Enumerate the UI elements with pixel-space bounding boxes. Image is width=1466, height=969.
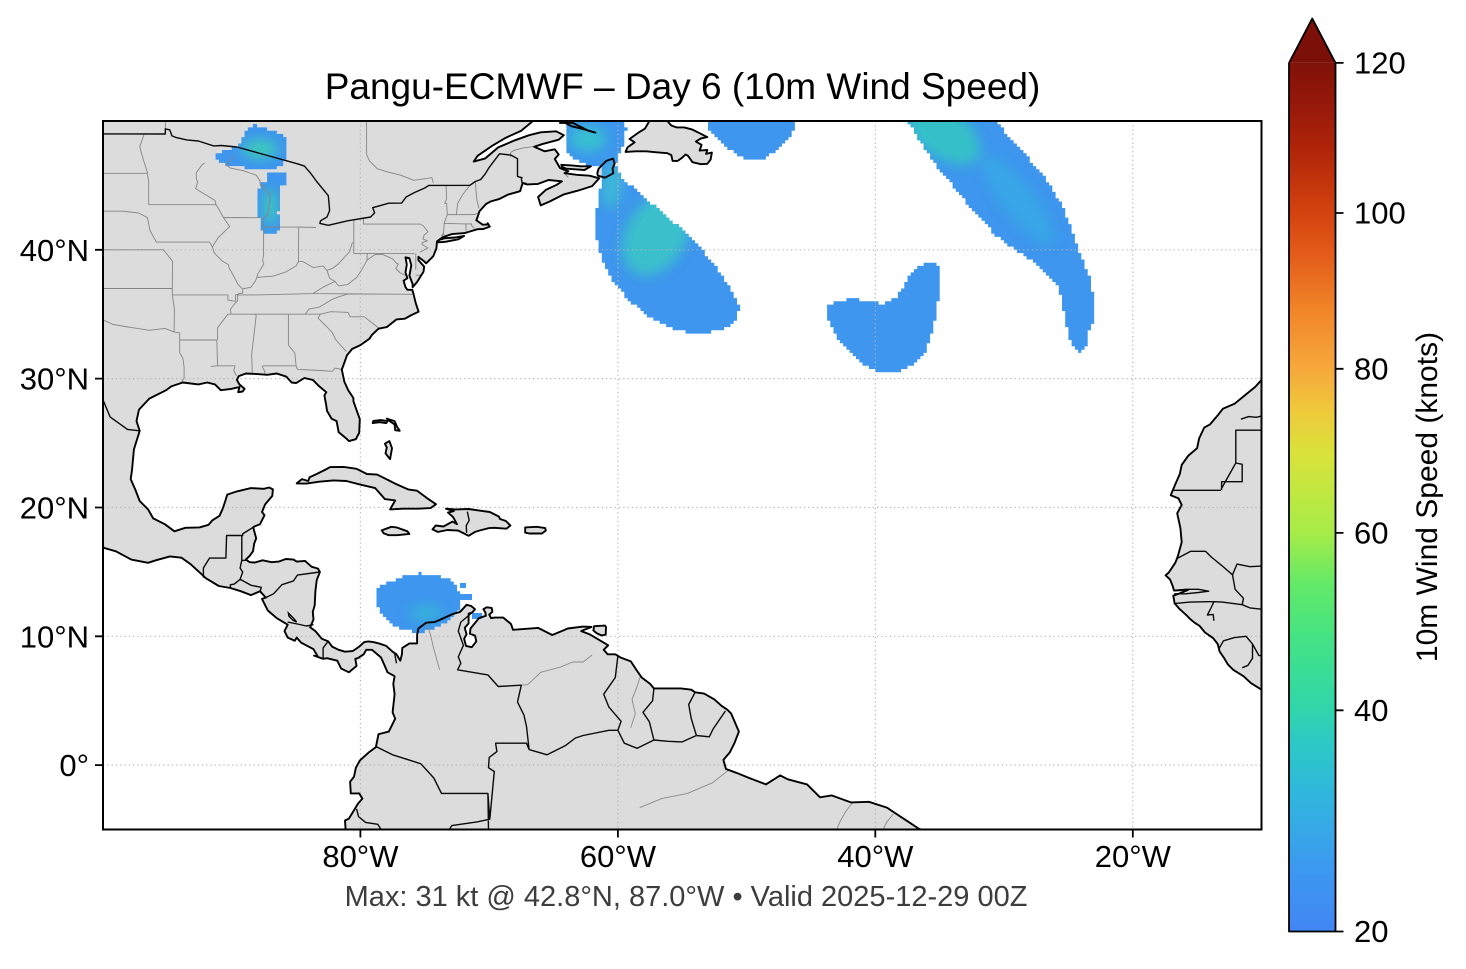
svg-text:20°W: 20°W: [1095, 839, 1172, 874]
svg-text:120: 120: [1354, 45, 1406, 80]
svg-text:30°N: 30°N: [20, 362, 89, 397]
svg-text:80: 80: [1354, 351, 1388, 386]
svg-text:20: 20: [1354, 914, 1388, 949]
svg-text:60°W: 60°W: [580, 839, 657, 874]
svg-text:10°N: 10°N: [20, 619, 89, 654]
svg-text:80°W: 80°W: [322, 839, 399, 874]
svg-text:Pangu-ECMWF – Day 6 (10m Wind: Pangu-ECMWF – Day 6 (10m Wind Speed): [325, 66, 1041, 107]
svg-text:60: 60: [1354, 515, 1388, 550]
svg-text:10m Wind Speed (knots): 10m Wind Speed (knots): [1411, 332, 1444, 662]
svg-text:0°: 0°: [59, 748, 89, 783]
svg-text:40°N: 40°N: [20, 233, 89, 268]
svg-text:20°N: 20°N: [20, 491, 89, 526]
svg-text:100: 100: [1354, 196, 1406, 231]
svg-text:Max: 31 kt @ 42.8°N, 87.0°W •: Max: 31 kt @ 42.8°N, 87.0°W • Valid 2025…: [345, 881, 1028, 913]
svg-text:40°W: 40°W: [837, 839, 914, 874]
svg-text:40: 40: [1354, 693, 1388, 728]
